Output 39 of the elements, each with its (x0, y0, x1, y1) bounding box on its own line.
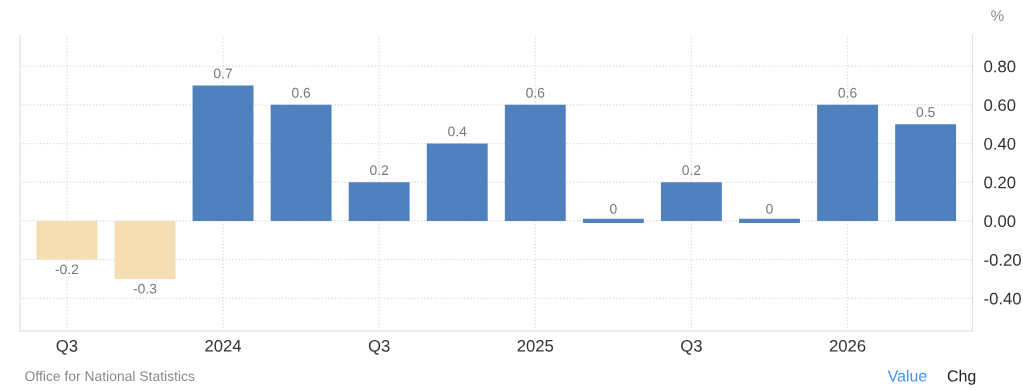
bar (504, 104, 566, 221)
y-tick-label: 0.20 (984, 176, 1016, 189)
x-tick-label: Q3 (681, 339, 702, 355)
y-tick-label: -0.40 (984, 292, 1021, 305)
data-label: -0.3 (133, 283, 157, 294)
x-tick-label: Q3 (56, 339, 78, 355)
data-label: 0.6 (838, 87, 857, 98)
bar (36, 220, 98, 260)
data-label: 0.2 (370, 165, 389, 176)
bar (817, 104, 878, 221)
y-axis-title: % (991, 10, 1004, 21)
data-label: 0.5 (916, 107, 935, 117)
bar (348, 182, 410, 221)
bar (270, 104, 332, 221)
data-label: 0 (610, 203, 617, 214)
data-label: 0.7 (213, 68, 232, 79)
data-label: 0.6 (291, 87, 311, 98)
bar (114, 220, 176, 279)
x-tick-label: 2026 (829, 339, 866, 352)
text: Value (887, 369, 927, 382)
data-label: 0.6 (526, 87, 545, 98)
bar (895, 124, 957, 221)
x-tick-label: 2025 (517, 339, 554, 352)
y-tick-label: 0.60 (984, 99, 1016, 112)
data-label: 0.2 (682, 165, 701, 176)
data-label: 0.4 (448, 126, 467, 137)
y-tick-label: -0.20 (984, 254, 1021, 266)
y-tick-label: 0.00 (984, 215, 1016, 228)
text: Office for National Statistics (25, 370, 195, 382)
data-label: 0 (766, 203, 773, 214)
bar (426, 143, 488, 221)
x-tick-label: 2024 (205, 339, 242, 352)
data-label: -0.2 (55, 264, 79, 275)
text: Chg (947, 369, 976, 385)
bar (192, 85, 254, 221)
x-tick-label: Q3 (368, 339, 390, 355)
y-tick-label: 0.80 (984, 60, 1016, 73)
y-tick-label: 0.40 (984, 137, 1016, 150)
bar (660, 182, 722, 221)
